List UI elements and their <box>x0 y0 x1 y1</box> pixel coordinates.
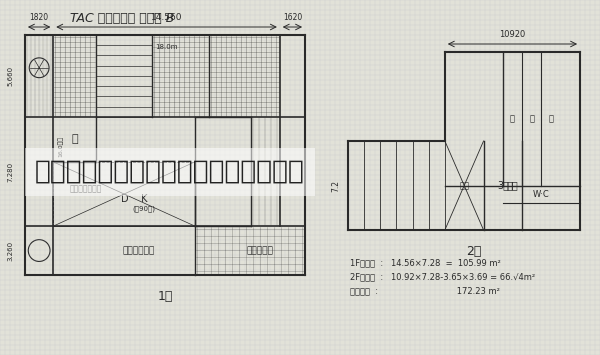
Text: 1Ｆ: 1Ｆ <box>157 290 173 303</box>
Text: 16.0っつ: 16.0っつ <box>58 136 63 158</box>
Text: 5.660: 5.660 <box>7 66 13 86</box>
Text: 10920: 10920 <box>499 30 526 39</box>
Text: 1F床面積  :   14.56×7.28  =  105.99 m²: 1F床面積 : 14.56×7.28 = 105.99 m² <box>350 258 501 267</box>
Text: 洗: 洗 <box>529 114 534 123</box>
Text: 7.280: 7.280 <box>7 162 13 181</box>
Text: TAC オリジナル 答案例 B: TAC オリジナル 答案例 B <box>70 12 175 25</box>
Text: 2F床面積  :   10.92×7.28-3.65×3.69 = 66.√4m²: 2F床面積 : 10.92×7.28-3.65×3.69 = 66.√4m² <box>350 272 535 281</box>
Text: 14.560: 14.560 <box>151 13 182 22</box>
Text: ワークスペース: ワークスペース <box>70 185 103 193</box>
Text: イメージ（過年度の答案プランです）: イメージ（過年度の答案プランです） <box>35 159 305 185</box>
Text: 便: 便 <box>510 114 515 123</box>
Text: (　90、): ( 90、) <box>133 206 155 212</box>
Text: 18.0m: 18.0m <box>155 44 178 50</box>
Text: 屋外テラス: 屋外テラス <box>247 246 274 255</box>
Text: 3.260: 3.260 <box>7 240 13 261</box>
Text: 1620: 1620 <box>283 13 302 22</box>
Text: 浴: 浴 <box>548 114 554 123</box>
Text: 1820: 1820 <box>29 13 49 22</box>
Text: W·C: W·C <box>533 190 550 199</box>
Text: D    K: D K <box>121 194 148 204</box>
Text: 3屋: 3屋 <box>497 180 509 191</box>
Text: 収納: 収納 <box>459 181 469 190</box>
Text: ガーデニング: ガーデニング <box>123 246 155 255</box>
Text: 納: 納 <box>71 135 78 144</box>
Text: 延床面積  :                              172.23 m²: 延床面積 : 172.23 m² <box>350 286 500 295</box>
Text: 7.2: 7.2 <box>331 180 341 191</box>
Text: 夫婦: 夫婦 <box>506 180 518 191</box>
Text: 2Ｆ: 2Ｆ <box>466 245 482 258</box>
